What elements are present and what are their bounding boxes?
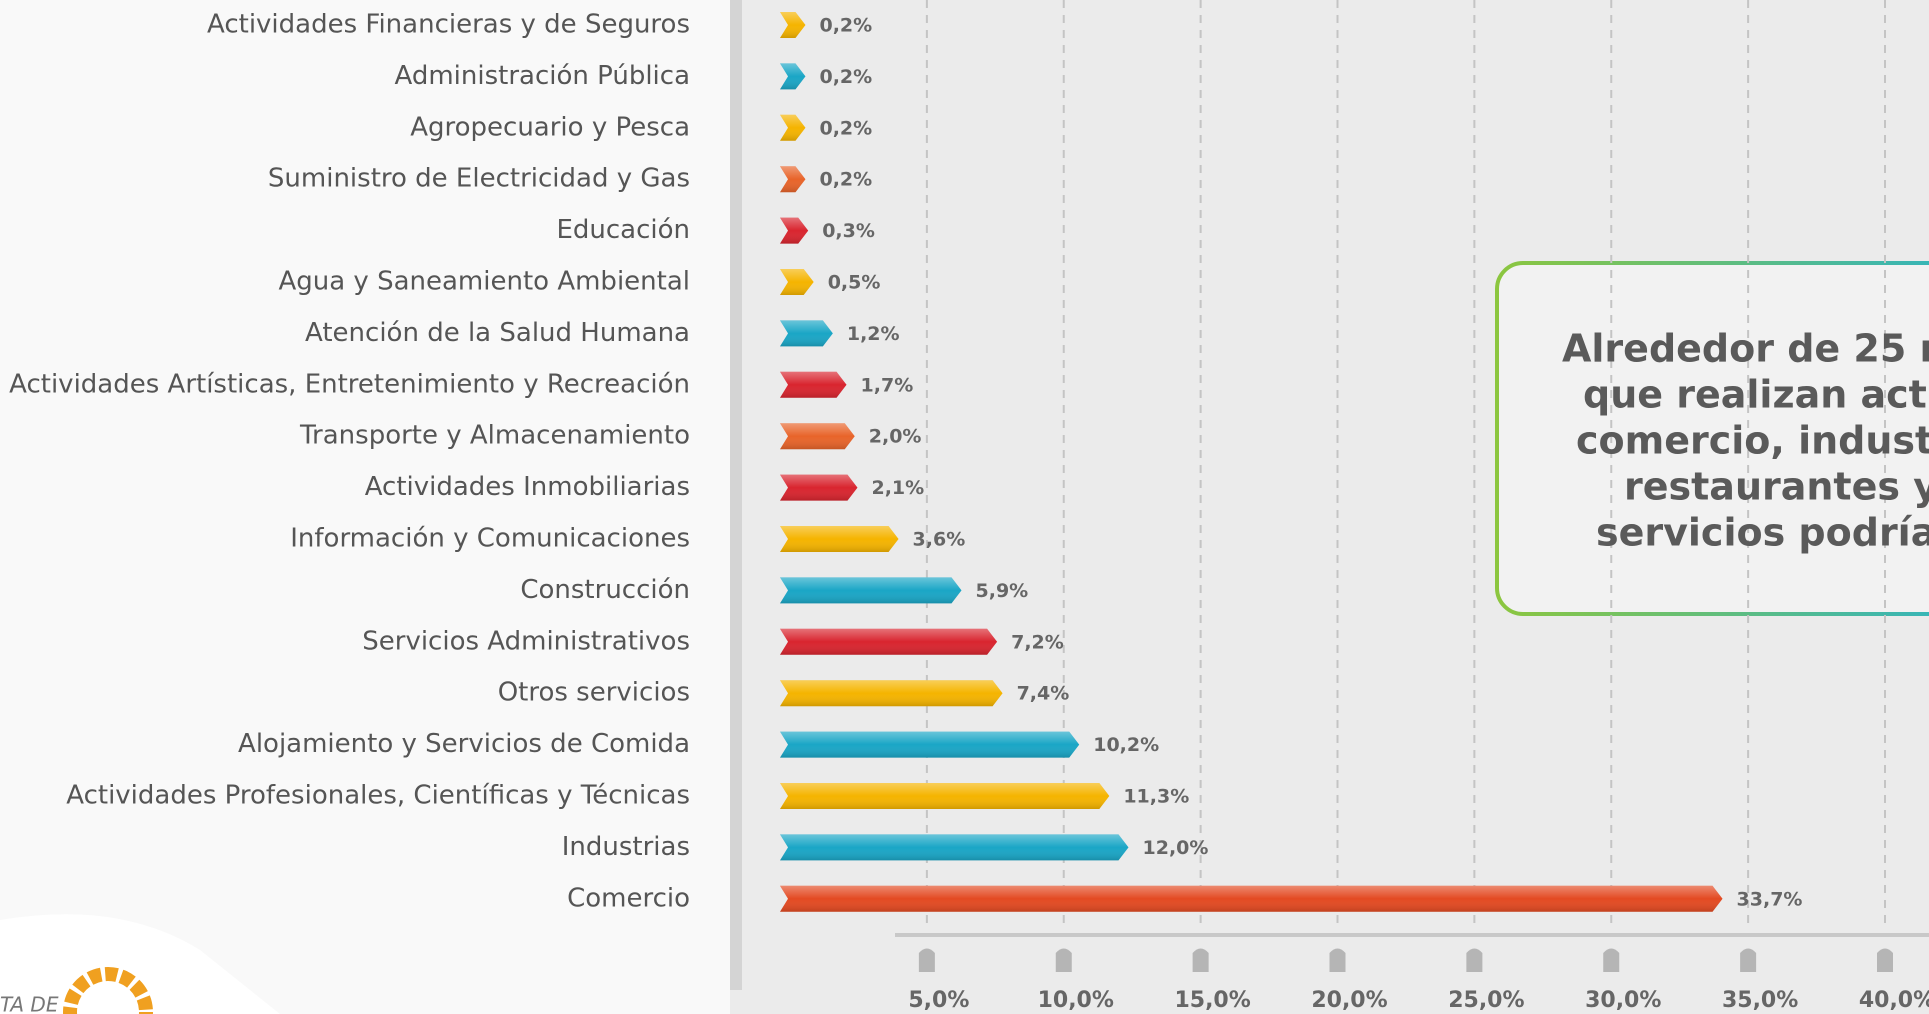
category-label: Información y Comunicaciones (290, 524, 690, 554)
value-label: 3,6% (913, 529, 966, 551)
logo (63, 967, 153, 1014)
bar-shine (780, 474, 858, 501)
bar-shine (780, 680, 1003, 707)
category-label: Actividades Profesionales, Científicas y… (66, 781, 690, 811)
value-label: 33,7% (1737, 888, 1803, 910)
bar-shine (780, 269, 814, 295)
bar-shine (780, 114, 806, 141)
tick-mark (1055, 948, 1072, 972)
x-tick-label: 35,0% (1722, 988, 1798, 1013)
label-panel (0, 0, 730, 1014)
x-tick-label: 20,0% (1311, 988, 1387, 1013)
category-label: Actividades Artísticas, Entretenimiento … (9, 369, 690, 399)
tick-mark (1192, 948, 1209, 972)
x-tick-label: 10,0% (1038, 988, 1114, 1013)
logo-text: TA DE (0, 993, 59, 1014)
category-label: Administración Pública (395, 61, 691, 91)
annotation-line: restaurantes y al (1624, 465, 1929, 509)
tick-mark (1740, 948, 1757, 972)
value-label: 0,5% (828, 272, 881, 294)
value-label: 0,2% (819, 117, 872, 139)
bar-shine (780, 371, 847, 398)
annotation-line: Alrededor de 25 mil (1562, 327, 1929, 371)
annotation-line: comercio, industria (1576, 419, 1929, 463)
annotation-line: servicios podrían c (1596, 511, 1929, 555)
category-label: Otros servicios (498, 678, 690, 708)
bar-shine (780, 526, 899, 552)
annotation-box (1495, 261, 1929, 616)
category-label: Educación (556, 215, 690, 245)
value-label: 0,3% (822, 220, 875, 242)
category-label: Agua y Saneamiento Ambiental (278, 267, 690, 297)
bar-shine (780, 731, 1080, 758)
divider (730, 0, 742, 990)
x-tick-label: 15,0% (1174, 988, 1250, 1013)
bar-shine (780, 12, 806, 38)
category-label: Atención de la Salud Humana (305, 318, 690, 348)
value-label: 7,2% (1011, 631, 1064, 653)
value-label: 5,9% (976, 580, 1029, 602)
bar-shine (780, 834, 1129, 861)
value-label: 11,3% (1123, 786, 1189, 808)
category-label: Actividades Financieras y de Seguros (207, 10, 690, 40)
x-tick-label: 40,0% (1859, 988, 1929, 1013)
value-label: 2,1% (871, 477, 924, 499)
value-label: 1,7% (861, 374, 914, 396)
value-label: 10,2% (1093, 734, 1159, 756)
x-tick-label: 30,0% (1585, 988, 1661, 1013)
tick-mark (918, 948, 935, 972)
category-label: Comercio (567, 883, 690, 913)
x-tick-label: 5,0% (908, 988, 969, 1013)
tick-mark (1466, 948, 1483, 972)
value-label: 1,2% (847, 323, 900, 345)
bar-shine (780, 423, 855, 450)
tick-mark (1603, 948, 1620, 972)
bar-shine (780, 577, 962, 604)
category-label: Industrias (562, 832, 690, 862)
value-label: 7,4% (1017, 683, 1070, 705)
category-label: Actividades Inmobiliarias (365, 472, 690, 502)
category-label: Construcción (520, 575, 690, 605)
x-tick-label: 25,0% (1448, 988, 1524, 1013)
value-label: 0,2% (819, 66, 872, 88)
value-label: 2,0% (869, 426, 922, 448)
tick-mark (1329, 948, 1346, 972)
bar-shine (780, 320, 833, 347)
annotation-line: que realizan activi (1583, 373, 1929, 417)
bar-shine (780, 217, 809, 244)
value-label: 0,2% (819, 15, 872, 37)
value-label: 12,0% (1143, 837, 1209, 859)
tick-mark (1877, 948, 1893, 972)
category-label: Alojamiento y Servicios de Comida (238, 729, 690, 759)
bar-shine (780, 783, 1110, 809)
category-label: Servicios Administrativos (362, 626, 690, 656)
category-label: Suministro de Electricidad y Gas (268, 164, 690, 194)
bar-shine (780, 63, 806, 90)
category-label: Transporte y Almacenamiento (299, 421, 690, 451)
bar-shine (780, 628, 998, 655)
value-label: 0,2% (819, 169, 872, 191)
bar-shine (780, 166, 806, 193)
category-label: Agropecuario y Pesca (410, 112, 690, 142)
bar-shine (780, 885, 1723, 912)
